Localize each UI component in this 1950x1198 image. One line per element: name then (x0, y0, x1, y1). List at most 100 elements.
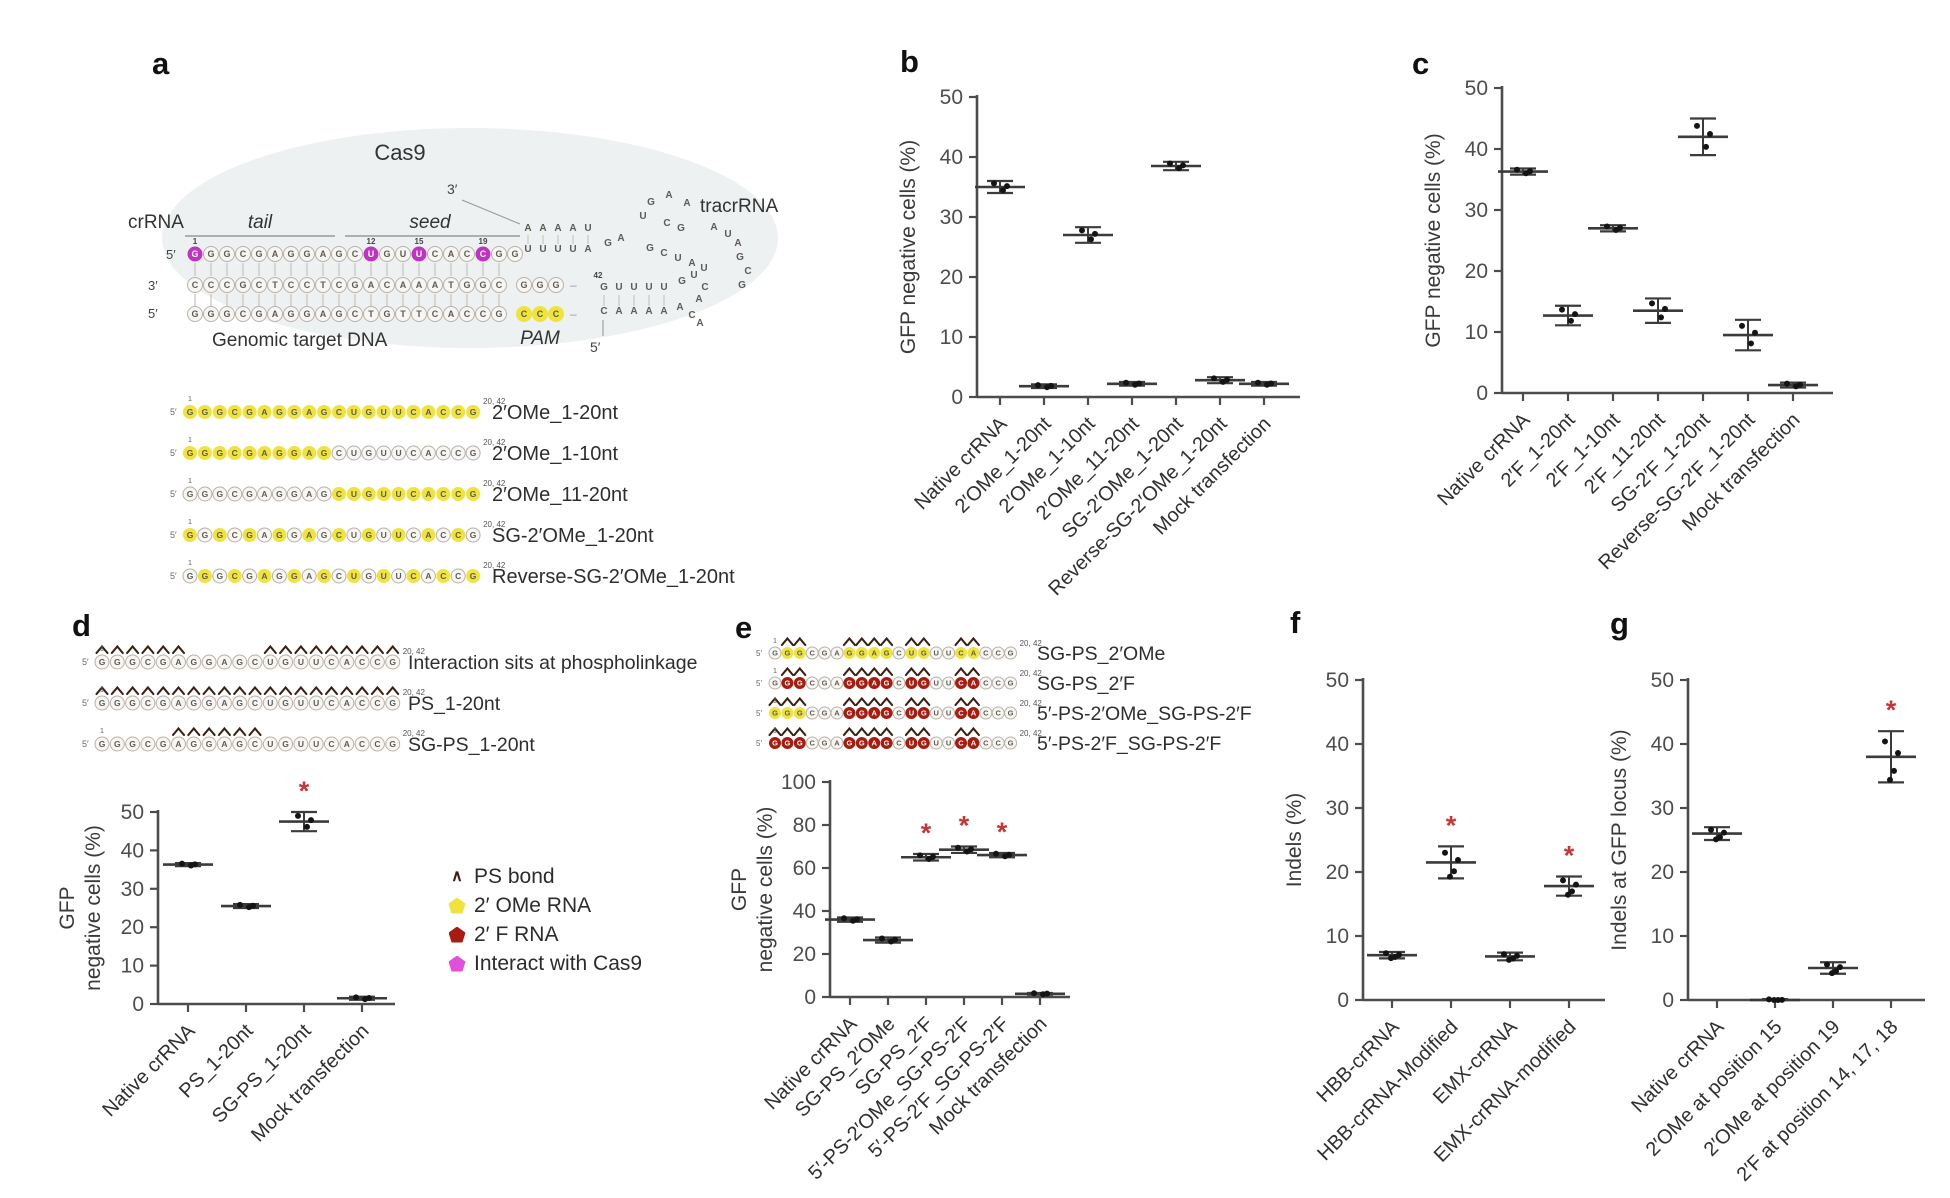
svg-text:A: A (344, 657, 350, 667)
svg-text:C: C (983, 709, 989, 718)
svg-text:G: G (677, 223, 685, 234)
svg-text:U: U (381, 489, 387, 499)
svg-text:G: G (772, 739, 778, 748)
svg-text:C: C (224, 280, 231, 290)
svg-text:G: G (479, 280, 486, 290)
svg-text:GFP: GFP (56, 886, 79, 929)
svg-text:G: G (239, 280, 246, 290)
svg-text:U: U (267, 657, 273, 667)
svg-text:G: G (321, 448, 328, 458)
svg-text:A: A (645, 306, 652, 317)
svg-text:U: U (946, 739, 951, 748)
svg-text:G: G (736, 252, 744, 263)
svg-text:G: G (335, 249, 342, 259)
svg-text:1: 1 (188, 517, 192, 526)
svg-text:C: C (464, 309, 471, 319)
svg-text:C: C (995, 739, 1001, 748)
svg-text:A: A (696, 318, 703, 329)
svg-text:3′: 3′ (148, 278, 158, 293)
svg-text:50: 50 (1326, 669, 1349, 692)
svg-text:30: 30 (1651, 797, 1674, 820)
svg-text:G: G (282, 698, 289, 708)
svg-text:crRNA: crRNA (128, 212, 184, 233)
svg-text:U: U (351, 530, 357, 540)
svg-text:tracrRNA: tracrRNA (700, 196, 778, 217)
svg-text:G: G (321, 489, 328, 499)
svg-text:G: G (822, 709, 828, 718)
svg-text:A: A (261, 530, 267, 540)
svg-text:C: C (384, 280, 391, 290)
chart-gfp-negative-combined: 0 20 40 60 80 100 GFP negative cells (%) Native … (715, 740, 1175, 1198)
svg-text:G: G (206, 698, 213, 708)
svg-text:C: C (328, 698, 334, 708)
svg-text:G: G (276, 407, 283, 417)
svg-text:C: C (537, 309, 544, 319)
svg-text:C: C (374, 657, 380, 667)
svg-text:5′: 5′ (82, 698, 89, 708)
svg-text:A: A (306, 530, 312, 540)
svg-text:C: C (455, 448, 461, 458)
svg-text:C: C (983, 649, 989, 658)
svg-text:C: C (232, 407, 238, 417)
svg-text:5′: 5′ (756, 679, 762, 688)
svg-text:U: U (933, 649, 938, 658)
svg-text:C: C (663, 218, 670, 229)
svg-text:C: C (328, 739, 334, 749)
svg-text:GFP: GFP (728, 868, 751, 911)
svg-text:G: G (784, 649, 790, 658)
svg-text:C: C (359, 698, 365, 708)
svg-text:A: A (834, 679, 840, 688)
legend-label: Interact with Cas9 (474, 951, 643, 975)
svg-text:G: G (772, 679, 778, 688)
svg-text:G: G (207, 309, 214, 319)
svg-text:G: G (470, 448, 477, 458)
svg-text:G: G (129, 739, 136, 749)
svg-text:C: C (809, 739, 815, 748)
svg-text:G: G (216, 530, 223, 540)
svg-text:20, 42: 20, 42 (403, 647, 426, 656)
svg-text:C: C (432, 309, 439, 319)
svg-text:5′: 5′ (170, 448, 177, 458)
svg-text:U: U (396, 489, 402, 499)
svg-text:A: A (710, 222, 717, 233)
svg-text:C: C (256, 280, 263, 290)
svg-text:C: C (336, 448, 342, 458)
svg-text:A: A (272, 249, 279, 259)
svg-text:G: G (291, 448, 298, 458)
svg-text:10: 10 (1465, 321, 1488, 344)
svg-text:A: A (400, 280, 407, 290)
svg-text:A: A (320, 249, 327, 259)
svg-text:A: A (688, 258, 695, 269)
ps-bond-icon: ∧ (451, 867, 463, 885)
svg-text:G: G (1008, 709, 1014, 718)
svg-text:A: A (554, 223, 561, 234)
svg-text:G: G (365, 407, 372, 417)
svg-text:G: G (255, 249, 262, 259)
svg-text:G: G (859, 649, 865, 658)
svg-text:0: 0 (1476, 382, 1488, 405)
svg-text:C: C (336, 407, 342, 417)
svg-text:A: A (306, 407, 312, 417)
svg-text:U: U (396, 530, 402, 540)
svg-text:G: G (470, 530, 477, 540)
svg-text:Interaction sits at phospholin: Interaction sits at phospholinkage (408, 652, 697, 674)
svg-text:A: A (539, 223, 546, 234)
svg-text:U: U (569, 244, 576, 255)
svg-text:U: U (909, 739, 914, 748)
svg-text:tail: tail (248, 212, 273, 233)
svg-text:A: A (425, 407, 431, 417)
svg-text:Indels at GFP locus (%): Indels at GFP locus (%) (1608, 729, 1631, 950)
svg-text:A: A (261, 407, 267, 417)
chart-gfp-negative-ps: 0 10 20 30 40 50 GFP negative cells (%) Native c… (45, 765, 475, 1195)
svg-text:A: A (425, 489, 431, 499)
svg-text:U: U (381, 407, 387, 417)
svg-text:A: A (448, 249, 455, 259)
svg-text:G: G (921, 679, 927, 688)
svg-text:40: 40 (1326, 733, 1349, 756)
svg-text:G: G (246, 448, 253, 458)
svg-text:Genomic target DNA: Genomic target DNA (212, 330, 388, 351)
svg-text:C: C (410, 571, 416, 581)
svg-text:U: U (909, 649, 914, 658)
svg-text:2′OMe_1-10nt: 2′OMe_1-10nt (492, 443, 618, 465)
